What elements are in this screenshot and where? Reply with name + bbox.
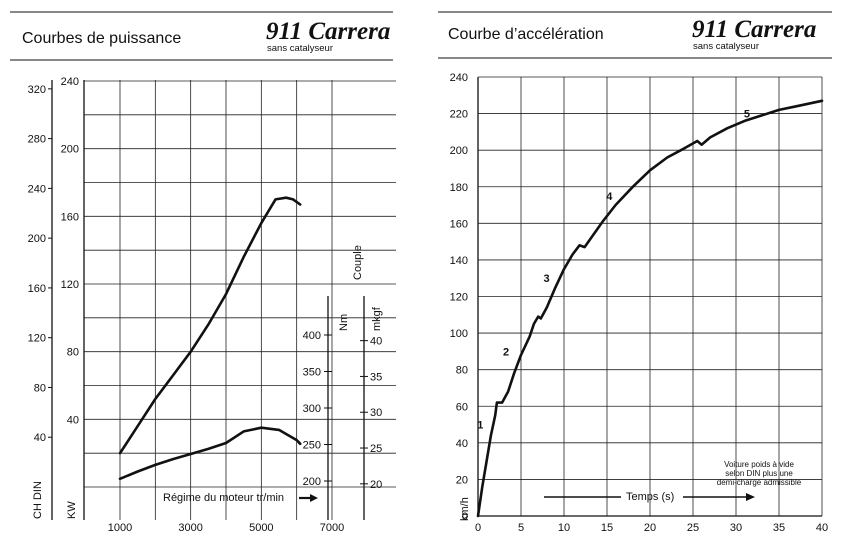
kw-tick-label: 80	[67, 347, 79, 359]
load-note: Voiture poids à vide selon DIN plus une …	[717, 460, 802, 487]
gear-label: 3	[543, 273, 549, 285]
power-curve	[118, 196, 302, 455]
mkgf-axis-label: mkgf	[371, 306, 383, 331]
left-brand-subtitle: sans catalyseur	[267, 43, 333, 54]
mkgf-tick-label: 20	[370, 479, 382, 491]
ch-din-tick-label: 80	[34, 382, 46, 394]
kw-tick-label: 240	[61, 76, 79, 88]
acceleration-curve	[476, 99, 824, 518]
speed-tick-label: 240	[450, 72, 468, 84]
time-tick-label: 5	[518, 522, 524, 534]
right-title: Courbe d’accélération	[448, 26, 604, 43]
kw-tick-label: 200	[61, 144, 79, 156]
time-tick-label: 10	[558, 522, 570, 534]
torque-curve	[118, 426, 302, 481]
acceleration-chart-grid	[477, 76, 823, 517]
note-line-2: selon DIN plus une	[725, 469, 793, 478]
time-tick-label: 0	[475, 522, 481, 534]
time-arrow	[544, 493, 755, 501]
power-chart-grid	[84, 80, 396, 520]
kw-tick-label: 160	[61, 211, 79, 223]
gear-label: 2	[503, 346, 509, 358]
speed-tick-label: 120	[450, 292, 468, 304]
couple-axis-label: Couple	[352, 245, 364, 280]
rpm-axis-label: Régime du moteur tr/min	[163, 492, 284, 504]
nm-tick-label: 300	[303, 403, 321, 415]
ch-din-tick-label: 240	[28, 183, 46, 195]
rpm-tick-label: 1000	[108, 522, 132, 534]
kw-axis-label: KW	[66, 501, 78, 519]
speed-tick-label: 100	[450, 328, 468, 340]
speed-tick-label: 220	[450, 109, 468, 121]
speed-tick-label: 60	[456, 401, 468, 413]
power-chart-ticks: 1000 3000 5000 7000 40 80 120 160 200 240 40 80 120 1…	[28, 76, 383, 534]
ch-din-tick-label: 200	[28, 233, 46, 245]
speed-tick-label: 80	[456, 365, 468, 377]
right-header: Courbe d’accélération 911 Carrera sans c…	[438, 11, 832, 59]
left-brand-logo: 911 Carrera	[266, 18, 390, 45]
ch-din-tick-label: 120	[28, 333, 46, 345]
ch-din-tick-label: 320	[28, 84, 46, 96]
nm-tick-label: 200	[303, 476, 321, 488]
time-tick-label: 25	[687, 522, 699, 534]
acceleration-chart-series: 1 2 3 4 5	[476, 99, 824, 518]
time-tick-label: 30	[730, 522, 742, 534]
mkgf-tick-label: 35	[370, 371, 382, 383]
nm-tick-label: 250	[303, 440, 321, 452]
rpm-tick-label: 5000	[249, 522, 273, 534]
time-axis-label: Temps (s)	[626, 491, 674, 503]
gear-label: 1	[477, 420, 483, 432]
kw-tick-label: 120	[61, 279, 79, 291]
power-chart-series	[118, 196, 302, 481]
nm-tick-label: 400	[303, 330, 321, 342]
ch-din-axis-label: CH DIN	[32, 481, 44, 519]
mkgf-tick-label: 30	[370, 407, 382, 419]
time-tick-label: 15	[601, 522, 613, 534]
speed-tick-label: 200	[450, 145, 468, 157]
rpm-arrow	[299, 494, 318, 502]
power-chart: 1000 3000 5000 7000 40 80 120 160 200 240 40 80 120 1…	[28, 76, 396, 534]
speed-tick-label: 40	[456, 438, 468, 450]
note-line-3: demi-charge admissible	[717, 478, 802, 487]
gear-label: 5	[744, 109, 750, 121]
power-chart-axes	[51, 80, 365, 520]
left-title: Courbes de puissance	[22, 30, 181, 47]
speed-tick-label: 180	[450, 182, 468, 194]
right-brand-logo: 911 Carrera	[692, 16, 816, 43]
time-tick-label: 35	[773, 522, 785, 534]
speed-tick-label: 160	[450, 218, 468, 230]
mkgf-tick-label: 25	[370, 443, 382, 455]
mkgf-tick-label: 40	[370, 336, 382, 348]
note-line-1: Voiture poids à vide	[724, 460, 794, 469]
rpm-tick-label: 7000	[320, 522, 344, 534]
rpm-tick-label: 3000	[178, 522, 202, 534]
kw-tick-label: 40	[67, 414, 79, 426]
ch-din-tick-label: 40	[34, 432, 46, 444]
time-tick-label: 40	[816, 522, 828, 534]
right-brand-subtitle: sans catalyseur	[693, 41, 759, 52]
speed-tick-label: 20	[456, 474, 468, 486]
ch-din-tick-label: 160	[28, 283, 46, 295]
speed-tick-label: 140	[450, 255, 468, 267]
speed-tick-label: 0	[462, 511, 468, 523]
left-header: Courbes de puissance 911 Carrera sans ca…	[10, 11, 393, 61]
ch-din-tick-label: 280	[28, 134, 46, 146]
kmh-axis-label: km/h	[459, 497, 471, 521]
time-tick-label: 20	[644, 522, 656, 534]
nm-axis-label: Nm	[338, 314, 350, 331]
nm-tick-label: 350	[303, 367, 321, 379]
gear-label: 4	[606, 191, 613, 203]
